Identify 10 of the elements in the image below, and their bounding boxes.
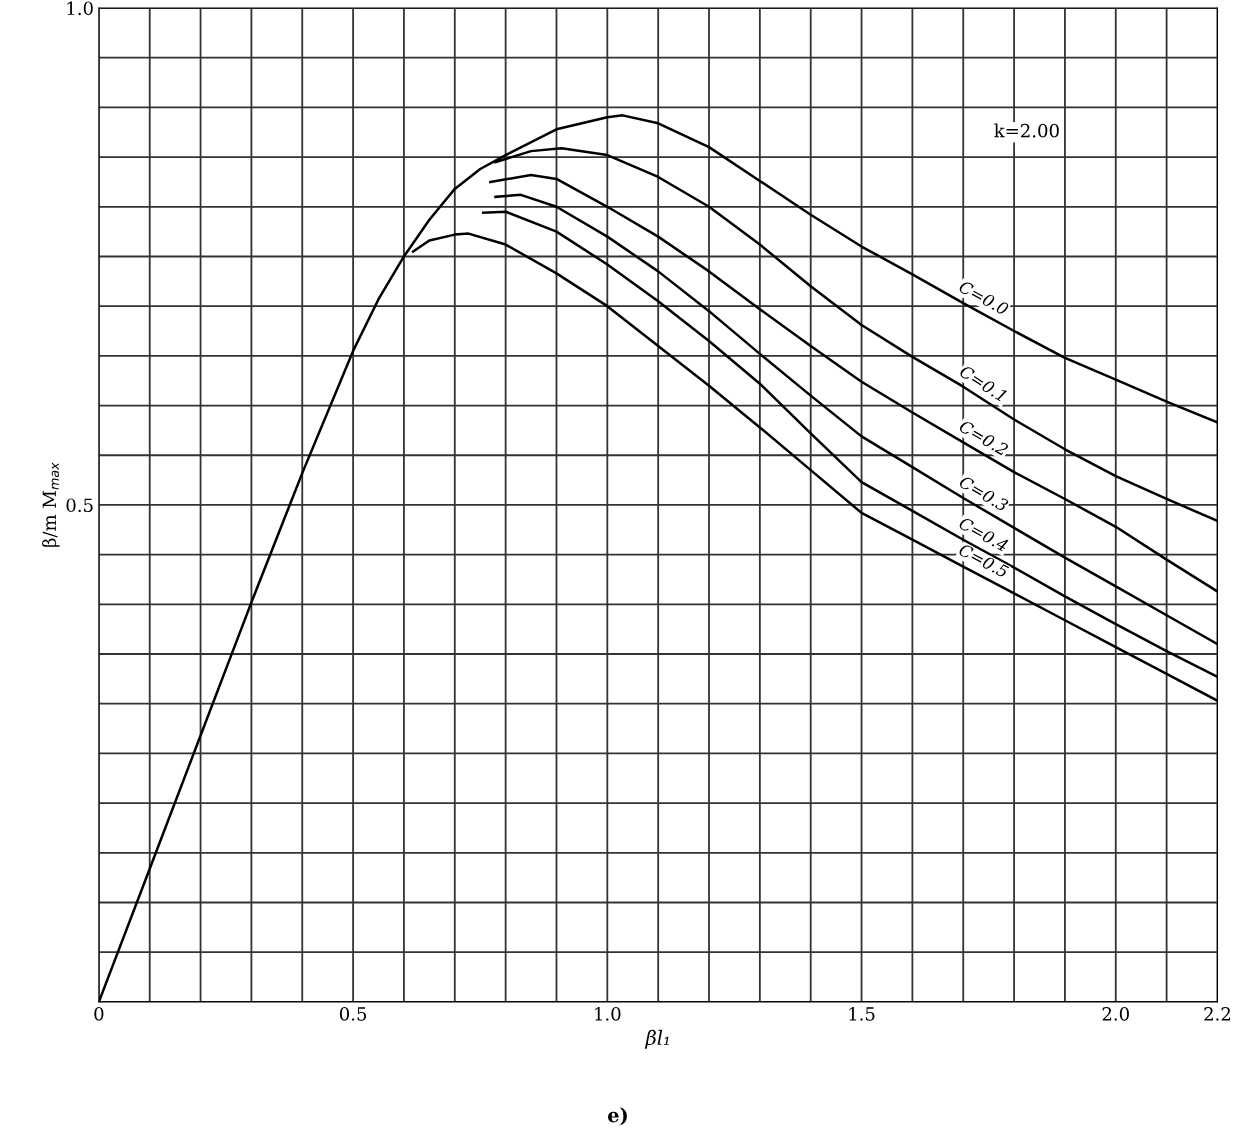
x-tick-label: 2.2: [1204, 1007, 1231, 1021]
annotation: k=2.00: [994, 123, 1059, 138]
y-axis-title: β/m M$_{max}$: [42, 462, 60, 547]
text: 0: [94, 1007, 104, 1021]
x-tick-label: 0.5: [339, 1007, 367, 1021]
text: e): [608, 1107, 627, 1126]
x-tick-label: 1.5: [849, 1007, 875, 1021]
x-tick-label: 2.0: [1102, 1007, 1129, 1021]
x-tick-label: 1.0: [595, 1007, 621, 1021]
x-axis-title: βl₁: [644, 1029, 669, 1049]
